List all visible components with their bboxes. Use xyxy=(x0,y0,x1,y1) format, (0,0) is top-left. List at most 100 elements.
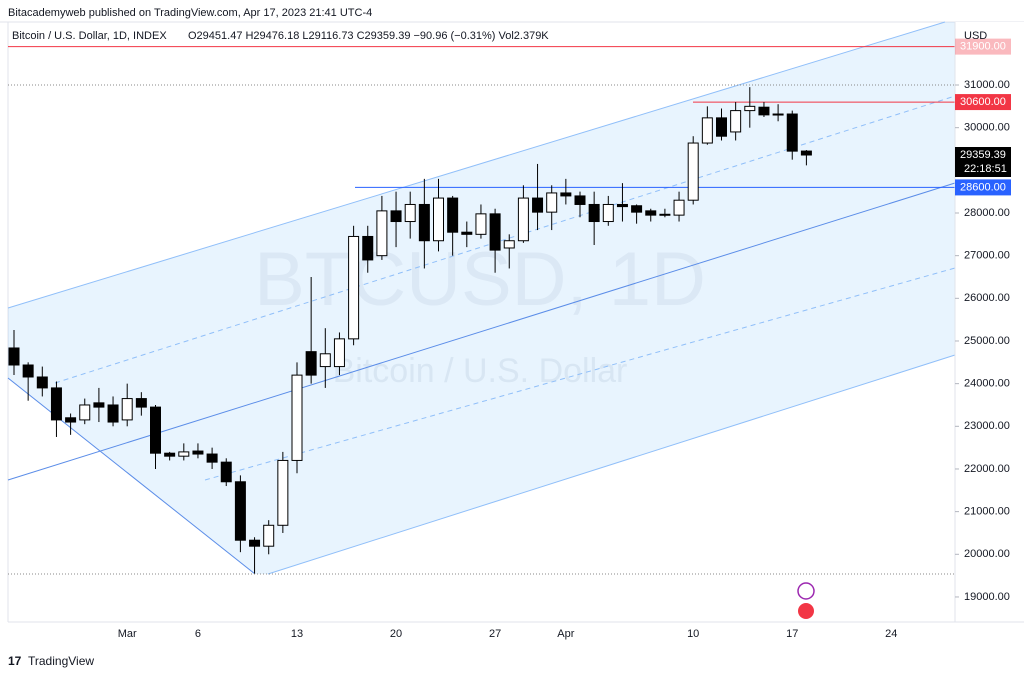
candle-body xyxy=(36,376,48,389)
candle-body xyxy=(758,106,770,116)
y-tick-label: 26000.00 xyxy=(964,292,1010,304)
x-tick-label: 24 xyxy=(885,628,897,640)
price-tag xyxy=(955,94,1011,111)
logo-mark: 17 xyxy=(8,654,22,668)
candle-body xyxy=(716,117,727,137)
candle-body xyxy=(616,203,628,208)
y-tick-label: 28000.00 xyxy=(964,207,1010,219)
channel-mid xyxy=(54,95,956,384)
currency: USD xyxy=(964,30,987,42)
candle-body xyxy=(263,524,275,547)
watermark-sub: Bitcoin / U.S. Dollar xyxy=(333,352,628,390)
candle-body xyxy=(517,197,529,242)
trend-line xyxy=(7,377,256,575)
candle-body xyxy=(376,210,388,257)
candle-body xyxy=(645,210,657,216)
candle-body xyxy=(461,231,473,235)
candle-body xyxy=(362,235,374,261)
x-tick-label: Mar xyxy=(118,628,137,640)
candle-body xyxy=(348,235,360,340)
candle-body xyxy=(730,110,742,133)
x-tick-label: 20 xyxy=(390,628,402,640)
candle-body xyxy=(220,461,232,483)
candle-body xyxy=(8,347,20,366)
countdown: 22:18:51 xyxy=(964,163,1007,175)
publisher: Bitacademyweb published on TradingView.c… xyxy=(8,7,372,19)
candle-body xyxy=(489,213,501,251)
candle-body xyxy=(319,353,331,368)
candle-body xyxy=(659,213,671,216)
x-tick-label: 10 xyxy=(687,628,699,640)
candle-body xyxy=(178,451,190,457)
candle-body xyxy=(602,203,614,223)
candle-body xyxy=(588,203,600,223)
candle-body xyxy=(800,150,812,156)
candle-body xyxy=(206,453,218,463)
candle-body xyxy=(135,398,147,408)
price-axis xyxy=(955,22,1024,622)
candle-body xyxy=(772,113,784,116)
candle-body xyxy=(277,459,289,526)
alert-icon[interactable] xyxy=(797,582,815,600)
candle-body xyxy=(234,481,246,541)
channel-lower xyxy=(267,354,956,575)
candle-body xyxy=(532,197,544,213)
y-tick-label: 21000.00 xyxy=(964,506,1010,518)
x-tick-label: 6 xyxy=(195,628,201,640)
candle-body xyxy=(65,417,77,423)
candle-body xyxy=(164,452,176,457)
y-tick-label: 25000.00 xyxy=(964,335,1010,347)
candle-body xyxy=(121,398,133,421)
last-price-label: 29359.39 xyxy=(960,149,1006,161)
candle-body xyxy=(447,197,459,233)
candle-body xyxy=(673,199,685,216)
price-tag xyxy=(955,179,1011,196)
watermark: BTCUSD, 1D xyxy=(254,237,706,322)
channel-upper xyxy=(7,21,946,309)
event-icon[interactable] xyxy=(798,603,814,619)
y-tick-label: 24000.00 xyxy=(964,378,1010,390)
axis-labels: 19000.00 20000.00 21000.00 22000.00 23000.00… xyxy=(118,38,1011,640)
y-tick-label: 19000.00 xyxy=(964,591,1010,603)
price-tag-label: 31900.00 xyxy=(960,41,1006,53)
y-tick-label: 23000.00 xyxy=(964,420,1010,432)
candle-body xyxy=(291,374,303,461)
price-tag xyxy=(955,38,1011,55)
candle-body xyxy=(546,192,558,213)
candle-body xyxy=(574,195,586,205)
last-price-tag xyxy=(955,147,1011,178)
legend-values: O29451.47 H29476.18 L29116.73 C29359.39 … xyxy=(188,30,549,42)
candle-body xyxy=(390,210,402,223)
candle-body xyxy=(93,402,105,408)
candle-body xyxy=(418,203,430,242)
candle-body xyxy=(50,387,62,421)
candle-body xyxy=(687,142,699,201)
x-tick-label: Apr xyxy=(557,628,574,640)
candle-body xyxy=(560,192,572,197)
plot xyxy=(8,46,955,574)
y-tick-label: 30000.00 xyxy=(964,122,1010,134)
x-tick-label: 13 xyxy=(291,628,303,640)
y-tick-label: 20000.00 xyxy=(964,548,1010,560)
candle-body xyxy=(631,205,643,213)
candle-body xyxy=(249,539,261,547)
candle-body xyxy=(475,213,487,235)
y-tick-label: 27000.00 xyxy=(964,250,1010,262)
candle-body xyxy=(433,197,444,242)
price-tag-label: 30600.00 xyxy=(960,96,1006,108)
candle-body xyxy=(333,338,345,368)
candle-body xyxy=(107,404,119,423)
x-tick-label: 17 xyxy=(786,628,798,640)
legend-symbol: Bitcoin / U.S. Dollar, 1D, INDEX xyxy=(12,30,167,42)
candle-body xyxy=(744,105,756,112)
candle-body xyxy=(22,364,34,378)
channel-fill xyxy=(8,22,955,574)
brand: TradingView xyxy=(28,654,94,668)
x-tick-label: 27 xyxy=(489,628,501,640)
price-tag-label: 28600.00 xyxy=(960,181,1006,193)
channel-mid xyxy=(204,267,956,481)
candle-body xyxy=(305,351,317,376)
candle-body xyxy=(404,203,416,223)
